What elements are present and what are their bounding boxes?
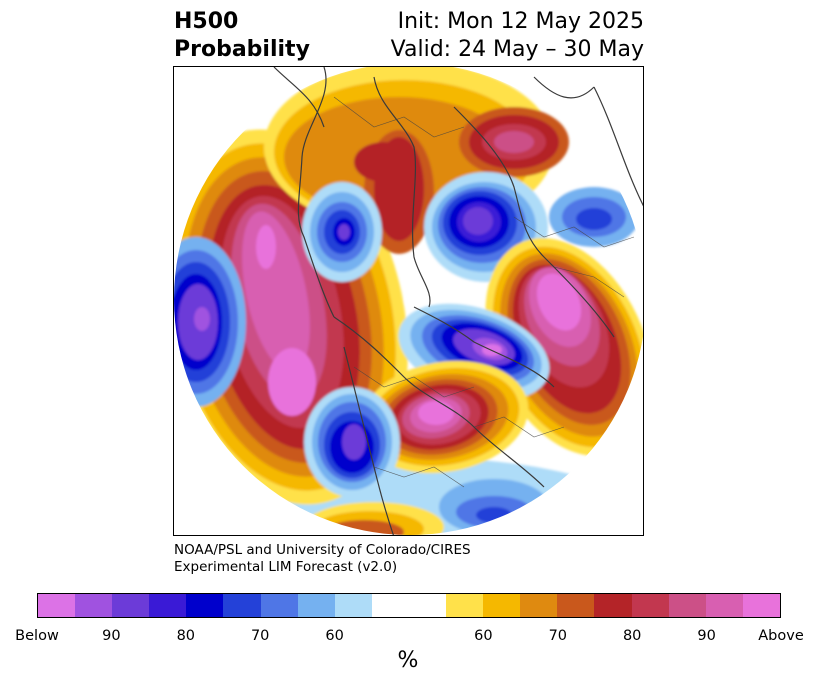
anomaly-n-atlantic-ridge xyxy=(359,360,529,474)
colorbar-segment xyxy=(75,594,113,617)
title-variable: H500 xyxy=(174,9,239,34)
anomaly-bering-trough xyxy=(302,182,382,282)
colorbar-tick-label: 60 xyxy=(474,628,493,644)
colorbar-tick-label: Above xyxy=(758,628,804,644)
credit-line-2: Experimental LIM Forecast (v2.0) xyxy=(174,559,398,575)
colorbar-segment xyxy=(260,594,298,617)
colorbar-segment xyxy=(408,594,447,617)
colorbar-segment xyxy=(668,594,706,617)
colorbar-tick-label: 90 xyxy=(697,628,716,644)
colorbar-segment xyxy=(446,594,484,617)
colorbar-segment xyxy=(38,594,76,617)
colorbar-segment xyxy=(223,594,261,617)
colorbar-segment xyxy=(742,594,780,617)
colorbar-segment xyxy=(594,594,632,617)
map-svg xyxy=(174,67,643,535)
colorbar xyxy=(37,593,781,618)
anomaly-w-pacific xyxy=(174,237,246,407)
date-block: Init: Mon 12 May 2025 Valid: 24 May – 30… xyxy=(391,8,644,64)
credit-block: NOAA/PSL and University of Colorado/CIRE… xyxy=(174,542,471,576)
colorbar-tick-label: 70 xyxy=(548,628,568,644)
colorbar-segment xyxy=(371,594,409,617)
colorbar-tick-label: 80 xyxy=(622,628,642,644)
credit-line-1: NOAA/PSL and University of Colorado/CIRE… xyxy=(174,542,471,558)
colorbar-tick-label: 90 xyxy=(102,628,121,644)
colorbar-segment xyxy=(334,594,372,617)
colorbar-segment xyxy=(520,594,558,617)
title-block: H500 Probability xyxy=(174,8,310,64)
colorbar-segment xyxy=(483,594,521,617)
title-quantity: Probability xyxy=(174,37,310,62)
colorbar-segment xyxy=(705,594,743,617)
colorbar-segment xyxy=(186,594,224,617)
init-date: Init: Mon 12 May 2025 xyxy=(397,9,644,34)
colorbar-segment xyxy=(297,594,335,617)
valid-range: Valid: 24 May – 30 May xyxy=(390,37,644,62)
colorbar-tick-label: 70 xyxy=(250,628,270,644)
borders xyxy=(333,96,635,488)
colorbar-tick-label: 80 xyxy=(176,628,196,644)
colorbar-label: % xyxy=(397,648,419,673)
colorbar-tick-label: Below xyxy=(15,628,59,644)
colorbar-segment xyxy=(557,594,595,617)
colorbar-tick-label: 60 xyxy=(325,628,344,644)
colorbar-segment xyxy=(631,594,669,617)
probability-map xyxy=(173,66,644,536)
anomaly-ne-asia-trough xyxy=(304,387,400,497)
coastlines xyxy=(273,67,643,535)
colorbar-segment xyxy=(112,594,150,617)
colorbar-segment xyxy=(149,594,187,617)
